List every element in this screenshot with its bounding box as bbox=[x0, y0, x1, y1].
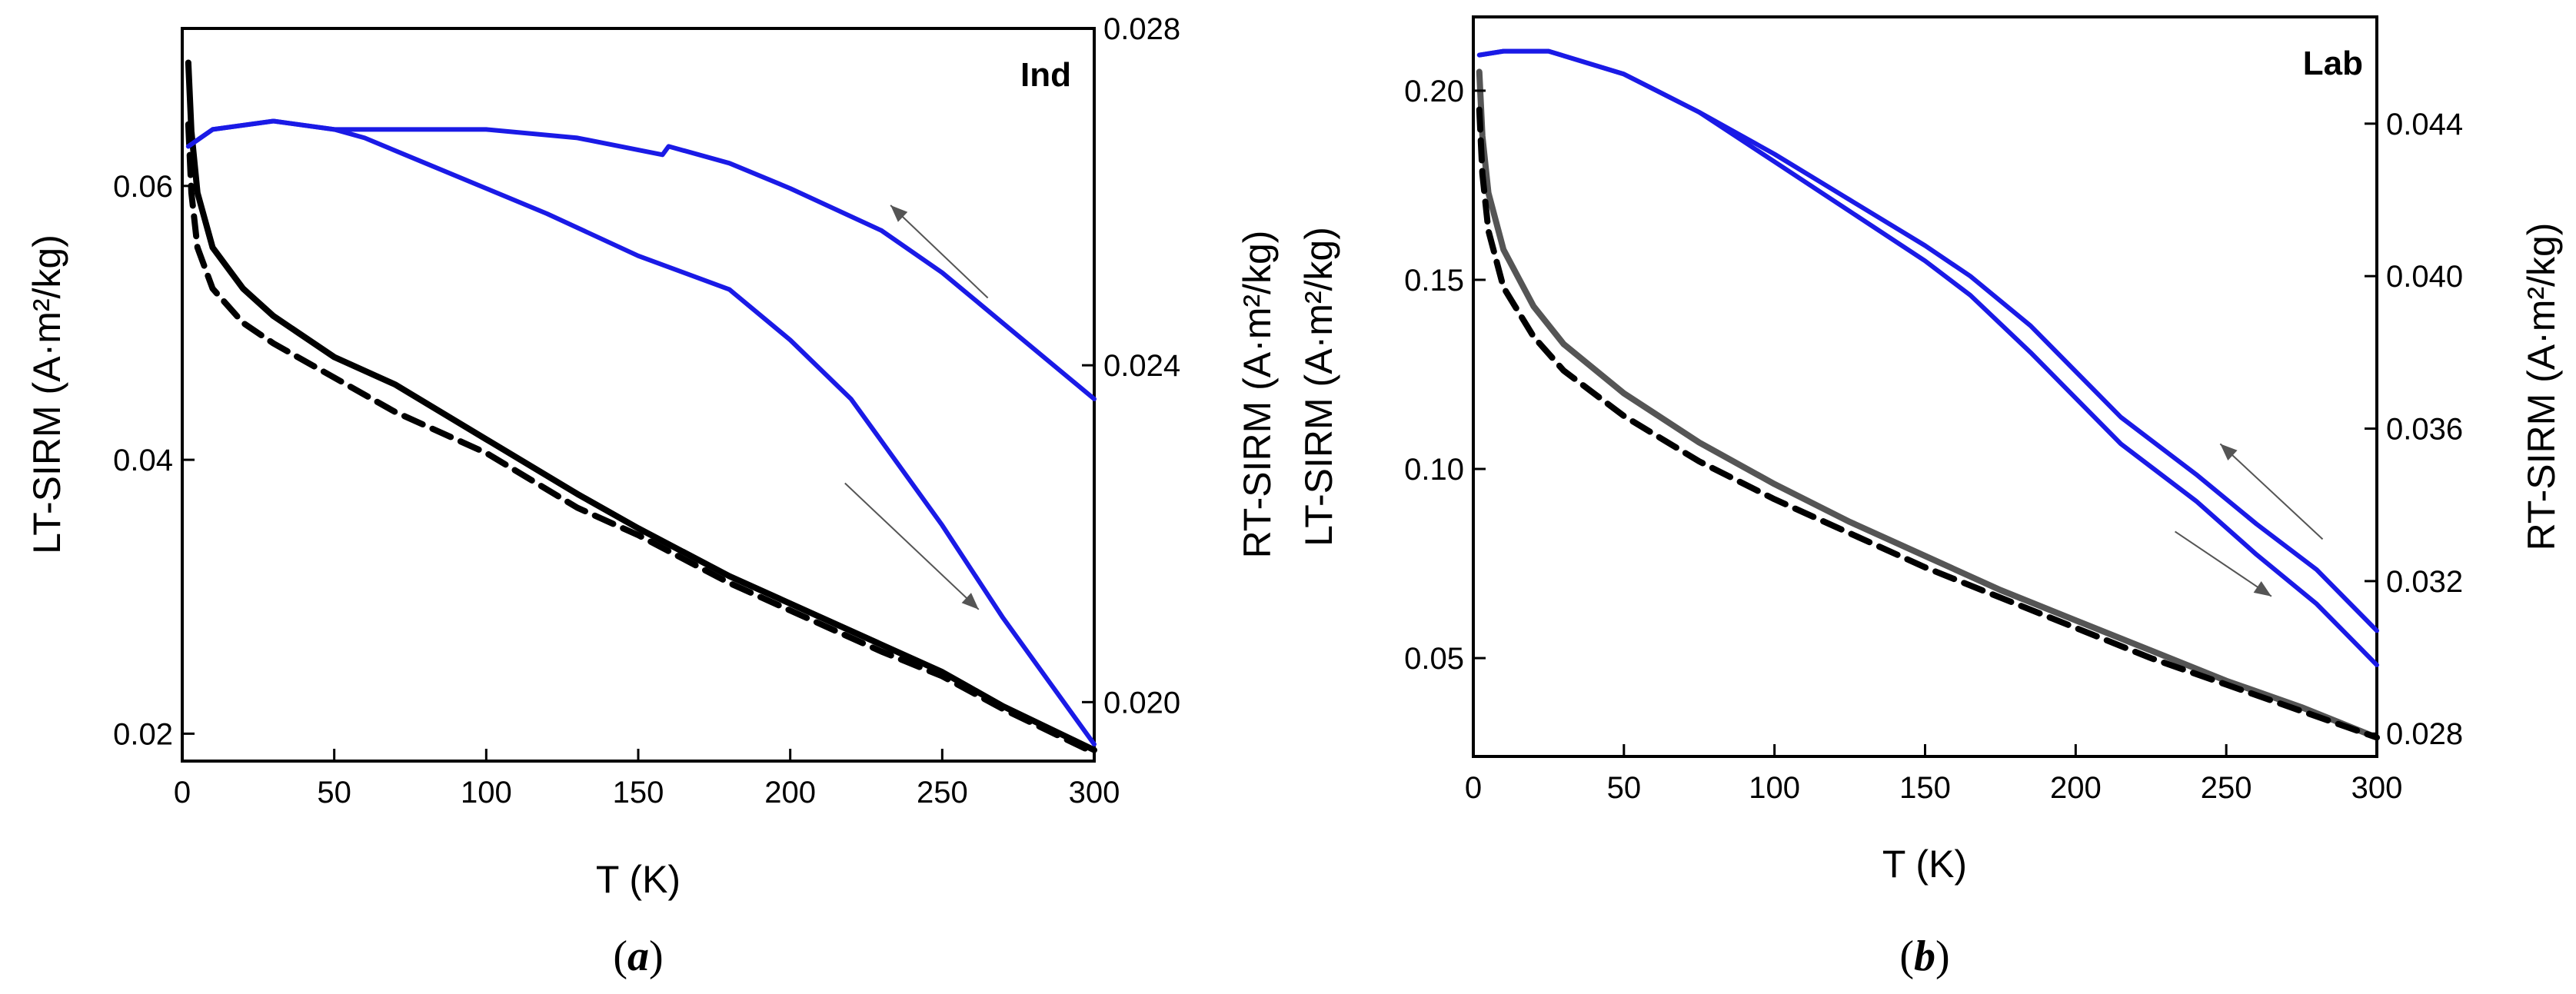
x-tick-label-a: 250 bbox=[917, 776, 968, 809]
y-tick-label-left-a: 0.04 bbox=[113, 444, 173, 477]
y-tick-label-right-b: 0.036 bbox=[2386, 413, 2463, 447]
series-line-a-1 bbox=[185, 59, 1097, 753]
direction-arrowhead-a-2 bbox=[890, 205, 908, 222]
plot-frame-a bbox=[181, 27, 1096, 763]
y-axis-title-right-a: RT-SIRM (A·m²/kg) bbox=[1236, 231, 1279, 559]
y-axis-title-left-a: LT-SIRM (A·m²/kg) bbox=[25, 234, 68, 554]
series-group-b bbox=[1476, 48, 2380, 741]
y-tick-label-left-a: 0.06 bbox=[113, 170, 173, 204]
chart-panel-b: 0 50 100 150 200 250 300 0.05 0.10 0.15 0.20 0.028 0… bbox=[1297, 15, 2563, 980]
panel-tag-a: Ind bbox=[1020, 56, 1071, 94]
x-tick-label-a: 100 bbox=[461, 776, 512, 809]
x-axis-title-b: T (K) bbox=[1882, 843, 1967, 886]
y-tick-label-left-b: 0.20 bbox=[1404, 75, 1464, 108]
x-axis-title-a: T (K) bbox=[596, 858, 681, 901]
direction-arrow-b-1 bbox=[2219, 443, 2324, 540]
x-tick-label-b: 300 bbox=[2351, 771, 2403, 805]
caption-letter-b: b bbox=[1914, 932, 1935, 980]
y-axis-title-right-b: RT-SIRM (A·m²/kg) bbox=[2520, 223, 2563, 551]
y-tick-label-right-a: 0.028 bbox=[1103, 12, 1180, 46]
x-tick-label-a: 300 bbox=[1069, 776, 1120, 809]
x-tick-label-b: 150 bbox=[1899, 771, 1951, 805]
direction-arrow-a-2 bbox=[890, 204, 989, 299]
y-tick-label-right-a: 0.020 bbox=[1103, 686, 1180, 720]
series-line-b-4 bbox=[1476, 48, 2379, 667]
direction-arrow-a-1 bbox=[844, 482, 980, 610]
x-tick-label-a: 50 bbox=[317, 776, 351, 809]
x-tick-label-b: 200 bbox=[2050, 771, 2102, 805]
chart-panel-a: 0 50 100 150 200 250 300 0.02 0.04 0.06 0.020 0.024… bbox=[25, 12, 1279, 980]
x-tick-label-a: 150 bbox=[613, 776, 664, 809]
direction-arrowhead-a-1 bbox=[961, 593, 979, 610]
y-tick-label-right-b: 0.044 bbox=[2386, 108, 2463, 141]
y-tick-label-left-b: 0.10 bbox=[1404, 453, 1464, 487]
direction-arrowhead-b-1 bbox=[2220, 444, 2238, 460]
y-axis-title-left-b: LT-SIRM (A·m²/kg) bbox=[1297, 227, 1340, 547]
y-tick-label-left-b: 0.15 bbox=[1404, 264, 1464, 298]
plot-frame-b bbox=[1472, 15, 2378, 758]
x-tick-label-b: 50 bbox=[1607, 771, 1642, 805]
panel-tag-b: Lab bbox=[2303, 45, 2363, 82]
series-line-a-3 bbox=[185, 118, 1097, 401]
series-group-a bbox=[185, 59, 1097, 756]
caption-letter-a: a bbox=[627, 932, 649, 980]
x-tick-label-b: 250 bbox=[2201, 771, 2252, 805]
y-tick-label-left-a: 0.02 bbox=[113, 717, 173, 751]
y-tick-label-right-a: 0.024 bbox=[1103, 349, 1180, 383]
ticks-group-b: 0 50 100 150 200 250 300 0.05 0.10 0.15 0.20 0.028 0… bbox=[1404, 75, 2463, 805]
direction-arrow-b-2 bbox=[2175, 530, 2272, 597]
direction-arrowhead-b-2 bbox=[2253, 580, 2271, 597]
x-tick-label-a: 0 bbox=[174, 776, 191, 809]
caption-a: (a) bbox=[613, 932, 663, 980]
x-tick-label-a: 200 bbox=[764, 776, 816, 809]
y-tick-label-right-b: 0.040 bbox=[2386, 260, 2463, 294]
series-line-b-1 bbox=[1476, 68, 2380, 741]
x-tick-label-b: 0 bbox=[1465, 771, 1482, 805]
series-line-b-2 bbox=[1476, 106, 2380, 741]
ticks-group-a: 0 50 100 150 200 250 300 0.02 0.04 0.06 0.020 0.024… bbox=[113, 12, 1180, 809]
series-line-a-2 bbox=[185, 121, 1097, 756]
x-tick-label-b: 100 bbox=[1749, 771, 1800, 805]
y-tick-label-left-b: 0.05 bbox=[1404, 642, 1464, 676]
y-tick-label-right-b: 0.028 bbox=[2386, 717, 2463, 751]
series-line-a-4 bbox=[185, 118, 1097, 747]
caption-b: (b) bbox=[1899, 932, 1949, 980]
y-tick-label-right-b: 0.032 bbox=[2386, 565, 2463, 599]
